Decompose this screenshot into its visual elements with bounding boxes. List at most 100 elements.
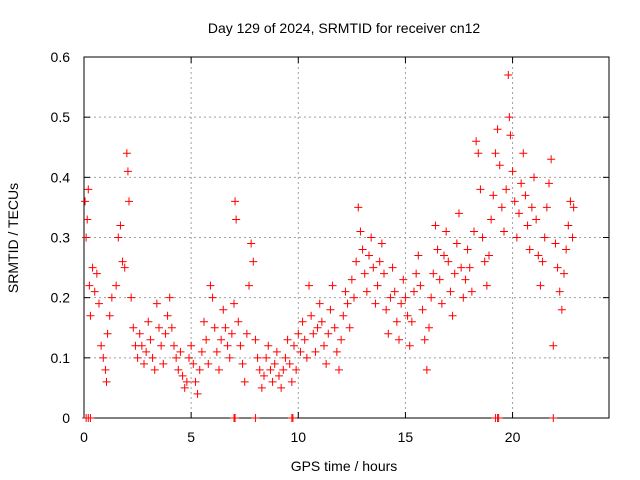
- data-point: [431, 221, 440, 230]
- data-point: [251, 335, 260, 344]
- data-point: [555, 287, 564, 296]
- data-point: [448, 311, 457, 320]
- tick-layer: 0 5 10 15 20 0 0.1 0.2 0.3 0.4 0.5 0.6: [51, 49, 609, 445]
- data-point: [247, 239, 256, 248]
- data-point: [266, 365, 275, 374]
- data-point: [114, 233, 123, 242]
- data-point: [305, 281, 313, 290]
- data-point: [345, 323, 354, 332]
- data-point: [223, 341, 232, 350]
- y-axis-title: SRMTID / TECUs: [5, 183, 21, 293]
- data-point: [399, 275, 408, 284]
- data-point: [551, 239, 560, 248]
- data-point: [270, 359, 279, 368]
- data-point: [540, 233, 549, 242]
- data-point: [335, 365, 343, 374]
- data-point: [390, 287, 399, 296]
- data-point: [519, 149, 528, 158]
- data-point: [302, 353, 311, 362]
- data-point: [231, 197, 240, 206]
- data-point: [116, 221, 125, 230]
- data-point: [416, 281, 425, 290]
- data-point: [435, 275, 444, 284]
- data-point: [515, 209, 523, 218]
- data-point: [167, 323, 176, 332]
- data-point: [102, 377, 111, 386]
- data-point: [142, 347, 151, 356]
- data-point: [212, 347, 221, 356]
- data-point: [290, 341, 298, 350]
- y-tick-label: 0: [62, 410, 70, 426]
- data-point: [427, 293, 436, 302]
- data-point: [221, 323, 230, 332]
- data-point: [337, 335, 346, 344]
- data-point: [146, 335, 155, 344]
- data-point: [569, 203, 578, 212]
- data-point: [157, 341, 166, 350]
- data-point: [420, 335, 429, 344]
- data-point: [495, 161, 504, 170]
- data-point: [384, 329, 393, 338]
- data-point: [489, 191, 498, 200]
- data-point: [422, 365, 431, 374]
- data-point: [275, 371, 283, 380]
- data-point: [377, 239, 386, 248]
- data-point: [253, 353, 262, 362]
- data-point: [429, 269, 438, 278]
- data-point: [452, 239, 461, 248]
- data-point: [178, 371, 187, 380]
- data-point: [161, 329, 170, 338]
- data-point: [517, 179, 526, 188]
- data-point: [500, 227, 508, 236]
- data-point: [285, 359, 294, 368]
- data-point: [322, 359, 331, 368]
- data-point: [262, 353, 271, 362]
- data-point: [343, 299, 352, 308]
- x-tick-label: 0: [80, 429, 88, 445]
- data-point: [242, 329, 251, 338]
- data-point: [373, 281, 382, 290]
- data-point: [356, 227, 365, 236]
- data-point: [260, 371, 268, 380]
- data-point: [354, 203, 363, 212]
- data-point: [101, 365, 110, 374]
- data-point: [508, 167, 517, 176]
- data-point: [215, 365, 223, 374]
- data-point: [480, 257, 489, 266]
- data-point: [97, 341, 106, 350]
- data-point: [485, 251, 493, 260]
- data-point: [83, 215, 92, 224]
- data-point: [238, 359, 247, 368]
- data-point: [512, 233, 521, 242]
- data-point: [367, 233, 376, 242]
- data-point: [405, 341, 414, 350]
- data-point: [557, 305, 566, 314]
- x-tick-label: 10: [290, 429, 306, 445]
- data-point: [307, 311, 316, 320]
- x-tick-label: 5: [187, 429, 195, 445]
- y-tick-label: 0.4: [51, 169, 71, 185]
- data-point: [553, 263, 562, 272]
- data-point: [352, 257, 361, 266]
- data-point: [549, 414, 558, 422]
- data-point: [442, 227, 451, 236]
- data-point: [536, 281, 545, 290]
- data-point: [257, 383, 266, 392]
- data-point: [292, 365, 301, 374]
- chart-title: Day 129 of 2024, SRMTID for receiver cn1…: [208, 20, 481, 36]
- data-point: [504, 71, 513, 80]
- data-point: [204, 359, 213, 368]
- data-point: [185, 353, 193, 362]
- data-point: [86, 311, 95, 320]
- data-point: [277, 383, 286, 392]
- data-point: [403, 311, 412, 320]
- points-layer: [81, 71, 578, 422]
- data-point: [255, 365, 264, 374]
- y-tick-label: 0.5: [51, 109, 71, 125]
- data-point: [538, 257, 547, 266]
- data-point: [122, 149, 131, 158]
- data-point: [272, 347, 281, 356]
- data-point: [170, 341, 178, 350]
- data-point: [505, 113, 514, 122]
